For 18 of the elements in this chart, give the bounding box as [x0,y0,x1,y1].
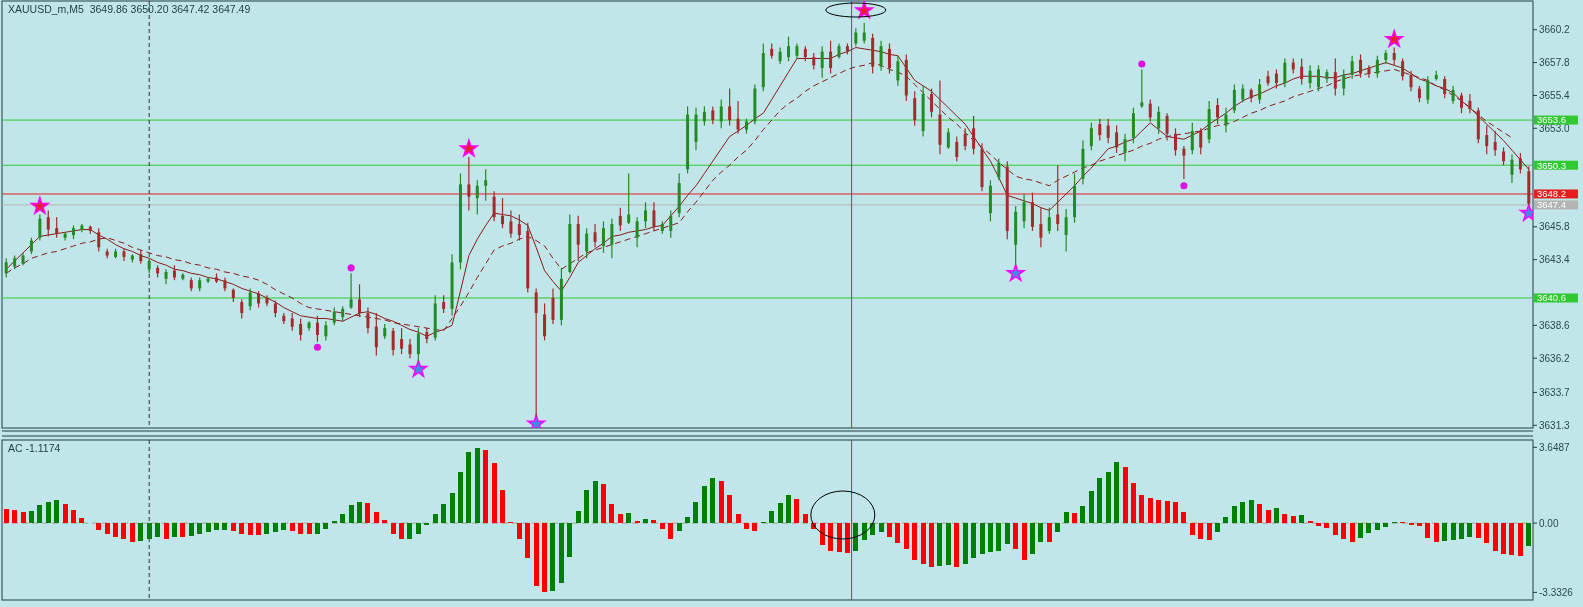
y-tick-label: 3643.4 [1539,254,1571,266]
y-tick-label: 3638.6 [1539,319,1571,331]
y-tick-label: 3633.7 [1539,386,1571,398]
y-tick-label: 3636.2 [1539,352,1571,364]
y-tick-label: 3660.2 [1539,24,1571,36]
y-tick-label: 3631.3 [1539,419,1571,431]
y-tick-label: 0.00 [1539,517,1559,529]
y-tick-label: 3655.4 [1539,89,1571,101]
y-tick-label: 3657.8 [1539,57,1571,69]
chart-title: XAUUSD_m,M5 3649.86 3650.20 3647.42 3647.49 [8,3,251,15]
chart-title: AC -1.1174 [8,442,61,454]
ref-line-label: 3647.4 [1537,199,1567,211]
y-tick-label: -3.3326 [1539,586,1574,598]
ref-line-label: 3650.3 [1537,159,1567,171]
y-tick-label: 3.6487 [1539,441,1571,453]
ref-line-label: 3648.2 [1537,188,1567,200]
ref-line-label: 3640.6 [1537,292,1567,304]
y-tick-label: 3645.8 [1539,221,1571,233]
